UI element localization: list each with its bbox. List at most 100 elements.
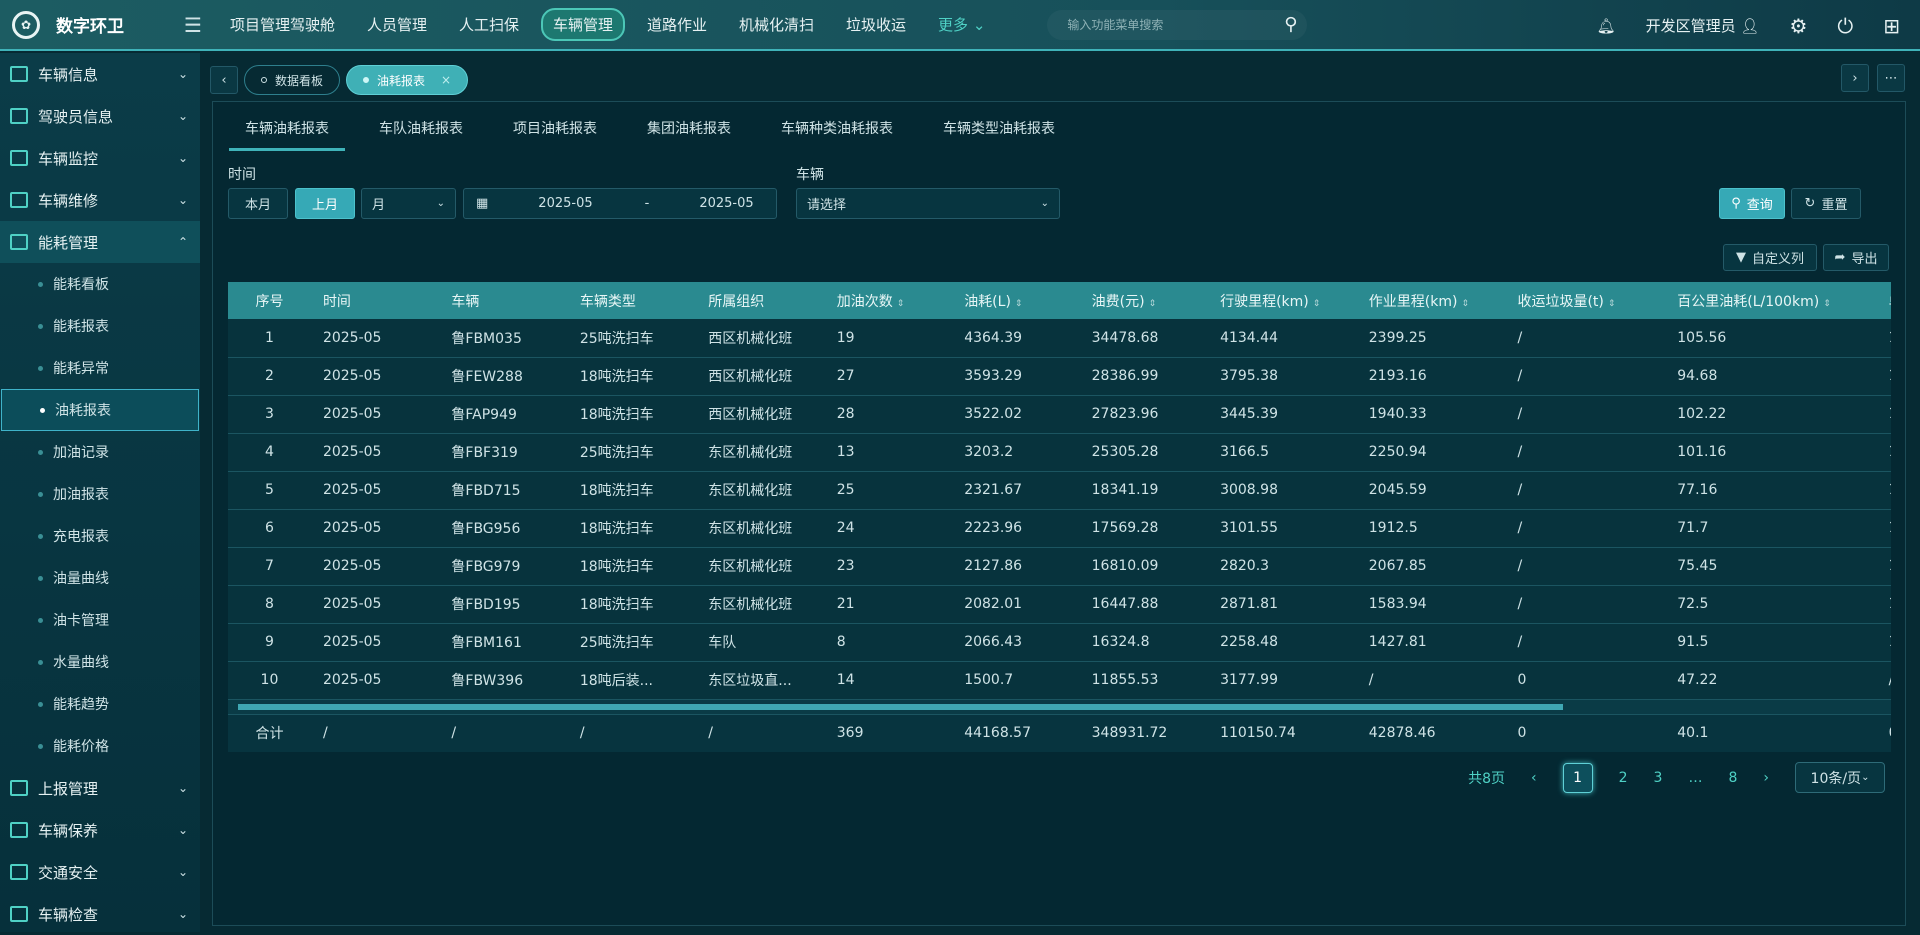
sidebar-item[interactable]: 能耗报表 bbox=[0, 305, 200, 347]
sidebar-item[interactable]: 能耗价格 bbox=[0, 725, 200, 767]
sidebar-group[interactable]: 驾驶员信息 ⌄ bbox=[0, 95, 200, 137]
sidebar-item-label: 能耗报表 bbox=[53, 319, 109, 335]
column-header[interactable]: 行驶里程(km) ⇕ bbox=[1208, 282, 1357, 319]
sidebar-group[interactable]: 能耗管理 ⌃ bbox=[0, 221, 200, 263]
subtab[interactable]: 集团油耗报表 bbox=[647, 121, 731, 137]
sidebar-item[interactable]: 油量曲线 bbox=[0, 557, 200, 599]
sidebar-item[interactable]: 水量曲线 bbox=[0, 641, 200, 683]
tabs-scroll-right[interactable]: › bbox=[1841, 64, 1869, 92]
total-cell: / bbox=[567, 714, 697, 752]
reset-button[interactable]: ↻ 重置 bbox=[1791, 188, 1861, 219]
column-header[interactable]: 百公里油耗(L/100km) ⇕ bbox=[1665, 282, 1877, 319]
table-cell: 18吨洗扫车 bbox=[567, 509, 697, 548]
column-label: 单 bbox=[1889, 294, 1891, 310]
sort-icon[interactable]: ⇕ bbox=[1312, 298, 1321, 309]
column-header[interactable]: 加油次数 ⇕ bbox=[824, 282, 953, 319]
sidebar-group[interactable]: 车辆保养 ⌄ bbox=[0, 809, 200, 851]
sidebar-item[interactable]: 充电报表 bbox=[0, 515, 200, 557]
page-button[interactable]: … bbox=[1688, 769, 1703, 786]
grid-icon[interactable]: ⊞ bbox=[1883, 13, 1900, 38]
sidebar-item[interactable]: 加油报表 bbox=[0, 473, 200, 515]
sidebar-group[interactable]: 车辆信息 ⌄ bbox=[0, 53, 200, 95]
sort-icon[interactable]: ⇕ bbox=[1607, 298, 1616, 309]
user-menu[interactable]: 开发区管理员 👤︎ bbox=[1646, 15, 1760, 36]
table-cell: 8 bbox=[228, 585, 311, 624]
column-label: 车辆类型 bbox=[579, 293, 636, 310]
page-button[interactable]: 2 bbox=[1618, 769, 1628, 786]
tabs-scroll-left[interactable]: ‹ bbox=[210, 66, 238, 94]
horizontal-scrollbar[interactable] bbox=[228, 699, 1891, 713]
scrollbar-thumb[interactable] bbox=[238, 703, 1563, 710]
tab-data-board[interactable]: 数据看板 bbox=[244, 65, 341, 95]
sort-icon[interactable]: ⇕ bbox=[1148, 298, 1157, 309]
next-page-button[interactable]: › bbox=[1763, 769, 1769, 786]
period-select[interactable]: 月 ⌄ bbox=[361, 188, 456, 219]
sidebar-item[interactable]: 能耗趋势 bbox=[0, 683, 200, 725]
column-header[interactable]: 油费(元) ⇕ bbox=[1079, 282, 1209, 319]
menu-group-icon bbox=[10, 822, 28, 838]
sort-icon[interactable]: ⇕ bbox=[1461, 298, 1469, 309]
close-icon[interactable]: × bbox=[441, 73, 452, 87]
bell-icon[interactable]: 🔔︎ bbox=[1596, 16, 1616, 35]
scrollbar-row bbox=[228, 699, 1891, 715]
vehicle-select[interactable]: 请选择 ⌄ bbox=[796, 188, 1060, 219]
query-button[interactable]: ⚲ 查询 bbox=[1719, 188, 1785, 219]
nav-item[interactable]: 项目管理驾驶舱 bbox=[229, 16, 335, 34]
tabs-more-button[interactable]: ⋯ bbox=[1877, 64, 1905, 92]
sidebar-item[interactable]: 油卡管理 bbox=[0, 599, 200, 641]
column-label: 油耗(L) bbox=[964, 293, 1011, 310]
page-size-select[interactable]: 10条/页 ⌄ bbox=[1795, 762, 1885, 793]
sidebar-group[interactable]: 车辆检查 ⌄ bbox=[0, 893, 200, 935]
nav-item[interactable]: 道路作业 bbox=[647, 16, 708, 34]
sidebar-item[interactable]: 能耗异常 bbox=[0, 347, 200, 389]
last-month-button[interactable]: 上月 bbox=[295, 188, 355, 219]
gear-icon[interactable]: ⚙ bbox=[1789, 13, 1808, 38]
sidebar-item[interactable]: 油耗报表 bbox=[1, 389, 199, 431]
sidebar-item[interactable]: 加油记录 bbox=[0, 431, 200, 473]
subtab[interactable]: 项目油耗报表 bbox=[513, 121, 597, 137]
menu-collapse-icon[interactable]: ☰ bbox=[184, 12, 202, 37]
subtab[interactable]: 车辆种类油耗报表 bbox=[781, 121, 893, 137]
column-header[interactable]: 油耗(L) ⇕ bbox=[952, 282, 1080, 319]
nav-item[interactable]: 车辆管理 bbox=[540, 8, 625, 41]
sidebar-group[interactable]: 上报管理 ⌄ bbox=[0, 767, 200, 809]
nav-item[interactable]: 垃圾收运 bbox=[846, 16, 907, 34]
sort-icon[interactable]: ⇕ bbox=[896, 298, 905, 309]
column-header[interactable]: 收运垃圾量(t) ⇕ bbox=[1505, 282, 1666, 319]
sidebar-group[interactable]: 交通安全 ⌄ bbox=[0, 851, 200, 893]
column-header[interactable]: 作业里程(km) ⇕ bbox=[1356, 282, 1506, 319]
table-cell: / bbox=[1505, 357, 1666, 396]
subtab[interactable]: 车辆类型油耗报表 bbox=[943, 121, 1055, 137]
subtab[interactable]: 车队油耗报表 bbox=[379, 121, 463, 137]
bullet-icon bbox=[38, 491, 43, 497]
tab-fuel-report[interactable]: 油耗报表 × bbox=[346, 65, 469, 95]
menu-search-input[interactable]: 输入功能菜单搜索 ⚲ bbox=[1047, 9, 1308, 40]
nav-item[interactable]: 机械化清扫 bbox=[739, 16, 815, 34]
date-range-picker[interactable]: ▦ 2025-05 - 2025-05 bbox=[463, 188, 777, 219]
table-cell: 鲁FBG979 bbox=[439, 547, 568, 586]
custom-columns-button[interactable]: ▼ 自定义列 bbox=[1723, 244, 1817, 271]
table-cell: 72.5 bbox=[1665, 585, 1877, 624]
page-button[interactable]: 1 bbox=[1562, 762, 1593, 793]
sidebar-group[interactable]: 车辆维修 ⌄ bbox=[0, 179, 200, 221]
table-cell: 25 bbox=[824, 471, 953, 510]
bullet-icon bbox=[38, 449, 43, 455]
sort-icon[interactable]: ⇕ bbox=[1014, 298, 1023, 309]
sidebar-item[interactable]: 能耗看板 bbox=[0, 263, 200, 305]
export-button[interactable]: ➦ 导出 bbox=[1823, 244, 1889, 271]
subtab[interactable]: 车辆油耗报表 bbox=[229, 118, 345, 151]
nav-item[interactable]: 人工扫保 bbox=[458, 16, 519, 34]
prev-page-button[interactable]: ‹ bbox=[1531, 769, 1537, 786]
search-icon[interactable]: ⚲ bbox=[1284, 14, 1298, 35]
nav-more[interactable]: 更多 ⌄ bbox=[938, 16, 986, 34]
sort-icon[interactable]: ⇕ bbox=[1823, 298, 1831, 309]
this-month-button[interactable]: 本月 bbox=[228, 188, 288, 219]
nav-item[interactable]: 人员管理 bbox=[366, 16, 427, 34]
table-cell: 28 bbox=[824, 395, 953, 434]
page-size-value: 10条/页 bbox=[1810, 770, 1862, 787]
page-button[interactable]: 8 bbox=[1728, 769, 1738, 786]
table-cell: 18吨洗扫车 bbox=[567, 357, 697, 396]
sidebar-group[interactable]: 车辆监控 ⌄ bbox=[0, 137, 200, 179]
power-icon[interactable]: ⏻ bbox=[1837, 13, 1854, 38]
page-button[interactable]: 3 bbox=[1653, 769, 1663, 786]
